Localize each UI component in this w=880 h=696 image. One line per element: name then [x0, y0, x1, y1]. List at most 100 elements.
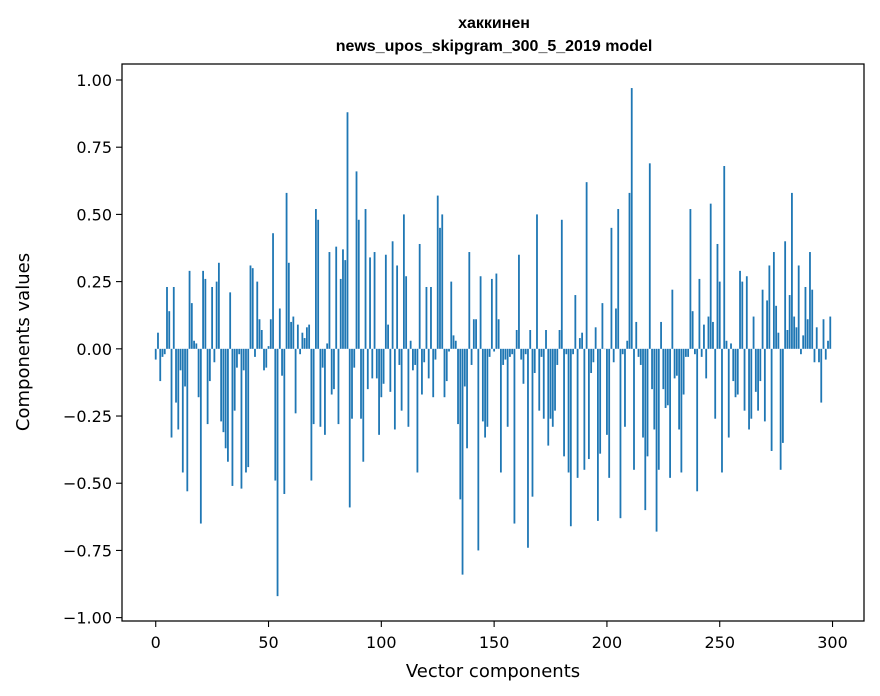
bar [750, 348, 753, 419]
bar [811, 289, 814, 349]
bar [716, 243, 719, 349]
bar [450, 281, 453, 349]
bar [752, 316, 755, 349]
bar [621, 348, 624, 355]
bar [529, 330, 532, 349]
bar [389, 348, 392, 392]
bar [445, 348, 448, 382]
bar [707, 316, 710, 349]
bar [208, 348, 211, 382]
bar [197, 348, 200, 398]
bar [213, 348, 216, 363]
bar [741, 281, 744, 349]
x-axis-ticks: 0 50 100 150 200 250 300 [151, 621, 848, 652]
bar [820, 348, 823, 403]
bar [423, 348, 426, 363]
bar [375, 348, 378, 379]
bar [439, 227, 441, 349]
y-tick-label: 1.00 [76, 71, 112, 90]
bar [459, 348, 462, 500]
bar [522, 348, 525, 384]
bar [436, 195, 439, 349]
bar [576, 348, 579, 478]
bar [763, 348, 766, 422]
bar [781, 348, 784, 443]
bar [351, 348, 353, 419]
bar [554, 348, 556, 411]
bar [292, 316, 295, 349]
bar [215, 281, 218, 349]
x-tick-label: 250 [704, 633, 735, 652]
bar [786, 330, 789, 349]
bar [646, 348, 649, 457]
bar [251, 268, 254, 349]
bar [624, 348, 626, 427]
bar [527, 348, 529, 548]
bar [380, 348, 383, 398]
bar [721, 348, 723, 473]
bar [294, 348, 297, 414]
bar [409, 340, 412, 349]
bar [572, 348, 574, 355]
bar [745, 276, 748, 349]
bar [384, 254, 387, 349]
bar [342, 249, 344, 349]
bar [712, 321, 714, 349]
bar [285, 192, 288, 349]
bar [488, 348, 491, 357]
y-tick-label: −0.50 [63, 474, 112, 493]
bar [569, 348, 572, 527]
bar [337, 348, 340, 425]
x-axis-label: Vector components [406, 661, 580, 682]
bar [258, 319, 261, 349]
bar [470, 348, 473, 365]
bar [432, 348, 435, 398]
bar [378, 348, 380, 435]
y-tick-label: 0.50 [76, 205, 112, 224]
bar [660, 321, 662, 349]
bar [610, 227, 613, 349]
bar [806, 319, 809, 349]
bar [486, 348, 489, 427]
bar [362, 348, 365, 462]
bar [567, 348, 570, 473]
bar [315, 209, 317, 349]
bar [700, 348, 703, 357]
bar [481, 348, 484, 422]
bar [524, 348, 527, 355]
bar [815, 327, 818, 349]
bar [788, 295, 791, 349]
bar [308, 324, 311, 349]
bar [427, 348, 430, 379]
bar [177, 348, 180, 430]
bar [583, 348, 586, 470]
bar [673, 348, 676, 379]
bar [545, 330, 547, 349]
bar [393, 348, 396, 430]
bar [355, 171, 358, 349]
bar [565, 348, 568, 355]
bar [504, 348, 507, 360]
bar [657, 348, 660, 470]
bar [188, 270, 191, 349]
bar [371, 348, 374, 379]
bar [705, 348, 708, 379]
bar [360, 348, 362, 419]
bar [536, 214, 538, 349]
bar [502, 348, 505, 365]
bar [630, 88, 633, 349]
bar [563, 348, 565, 457]
bar [229, 292, 232, 349]
bar [186, 348, 189, 492]
bar [538, 348, 541, 411]
bar [418, 243, 421, 349]
bar [231, 348, 234, 486]
bar [278, 308, 281, 349]
bar [211, 286, 214, 349]
bar [653, 348, 656, 430]
bar [813, 348, 816, 363]
bar [222, 348, 225, 433]
bar [617, 209, 620, 349]
bar [736, 348, 739, 395]
